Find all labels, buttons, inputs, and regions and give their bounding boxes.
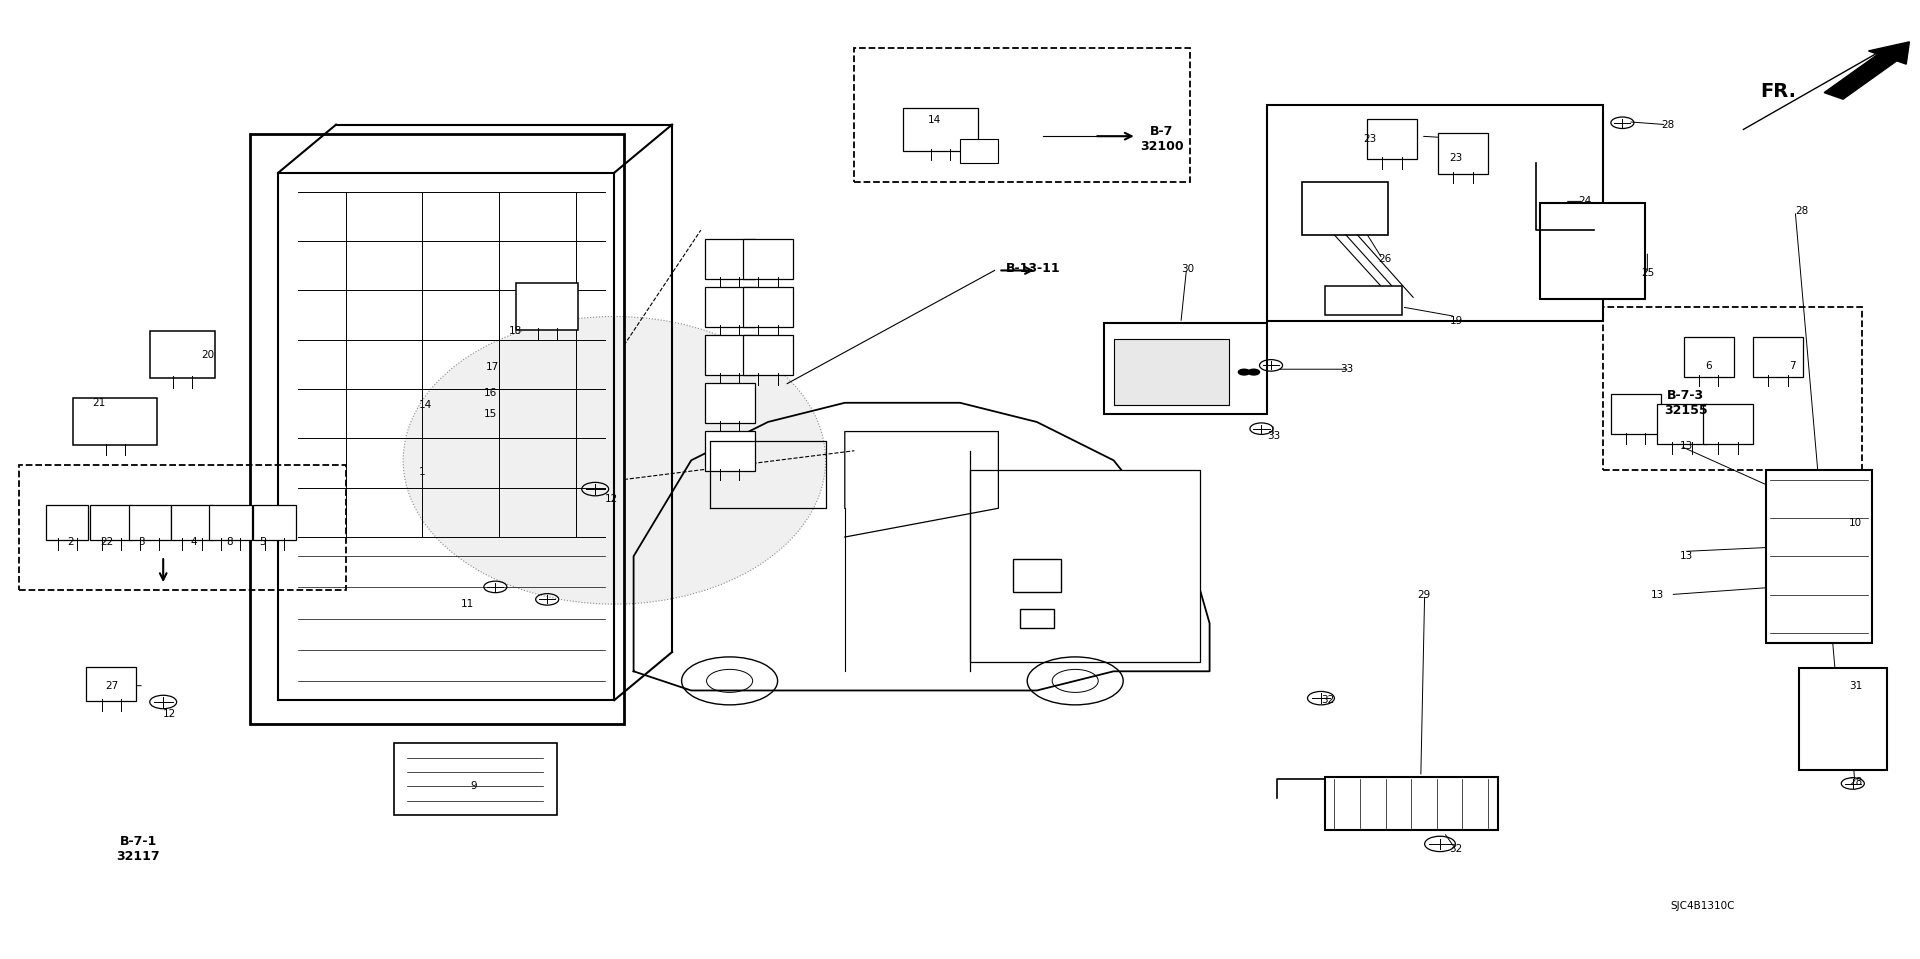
FancyBboxPatch shape — [46, 505, 88, 540]
Bar — [1325, 286, 1402, 315]
FancyBboxPatch shape — [1611, 394, 1661, 434]
Bar — [1014, 558, 1062, 592]
FancyBboxPatch shape — [902, 108, 977, 151]
Text: 31: 31 — [1849, 681, 1862, 690]
Text: 11: 11 — [461, 599, 474, 609]
Bar — [1540, 203, 1645, 299]
FancyBboxPatch shape — [129, 505, 171, 540]
Text: FR.: FR. — [1761, 82, 1797, 101]
Text: 28: 28 — [1661, 120, 1674, 129]
Text: 33: 33 — [1340, 364, 1354, 374]
Text: 23: 23 — [1450, 153, 1463, 163]
Text: 21: 21 — [92, 398, 106, 408]
Text: B-13-11: B-13-11 — [1006, 262, 1060, 275]
Bar — [1104, 323, 1267, 414]
Text: SJC4B1310C: SJC4B1310C — [1670, 901, 1736, 911]
Text: 13: 13 — [1651, 590, 1665, 599]
Text: 5: 5 — [259, 537, 265, 547]
Text: 23: 23 — [1363, 134, 1377, 144]
Text: 18: 18 — [509, 326, 522, 336]
Text: 25: 25 — [1642, 269, 1655, 278]
FancyBboxPatch shape — [743, 287, 793, 327]
Text: 7: 7 — [1789, 362, 1795, 371]
Circle shape — [1238, 369, 1250, 375]
Text: 1: 1 — [419, 467, 424, 477]
FancyBboxPatch shape — [90, 505, 132, 540]
Text: B-7-1
32117: B-7-1 32117 — [117, 834, 159, 863]
Bar — [1302, 182, 1388, 235]
Text: 14: 14 — [419, 400, 432, 409]
Bar — [1114, 339, 1229, 405]
Text: 9: 9 — [470, 782, 476, 791]
FancyBboxPatch shape — [1703, 404, 1753, 444]
Text: 12: 12 — [163, 710, 177, 719]
Bar — [1020, 609, 1054, 628]
Text: 30: 30 — [1181, 264, 1194, 273]
FancyBboxPatch shape — [394, 743, 557, 815]
FancyBboxPatch shape — [516, 283, 578, 330]
FancyBboxPatch shape — [705, 335, 755, 375]
Text: 2: 2 — [67, 537, 73, 547]
Bar — [1325, 777, 1498, 830]
Text: 26: 26 — [1379, 254, 1392, 264]
Circle shape — [1248, 369, 1260, 375]
Ellipse shape — [403, 316, 826, 604]
Text: 12: 12 — [605, 494, 618, 503]
FancyBboxPatch shape — [1438, 133, 1488, 174]
Text: 22: 22 — [100, 537, 113, 547]
Text: 6: 6 — [1705, 362, 1711, 371]
Text: 28: 28 — [1795, 206, 1809, 216]
Text: 32: 32 — [1321, 695, 1334, 705]
Text: B-7
32100: B-7 32100 — [1140, 125, 1183, 153]
Text: 33: 33 — [1267, 432, 1281, 441]
FancyBboxPatch shape — [705, 287, 755, 327]
Text: 17: 17 — [486, 363, 499, 372]
FancyBboxPatch shape — [209, 505, 252, 540]
FancyBboxPatch shape — [150, 331, 215, 378]
Bar — [970, 470, 1200, 662]
FancyArrow shape — [1824, 42, 1908, 99]
Text: 13: 13 — [1680, 551, 1693, 561]
FancyBboxPatch shape — [743, 239, 793, 279]
Text: 16: 16 — [484, 388, 497, 398]
FancyBboxPatch shape — [743, 335, 793, 375]
Text: 14: 14 — [927, 115, 941, 125]
Bar — [1766, 470, 1872, 643]
Text: 15: 15 — [484, 409, 497, 419]
Text: 32: 32 — [1450, 844, 1463, 854]
Text: 4: 4 — [190, 537, 196, 547]
Text: 10: 10 — [1849, 518, 1862, 527]
FancyBboxPatch shape — [253, 505, 296, 540]
FancyBboxPatch shape — [705, 431, 755, 471]
Bar — [960, 138, 998, 162]
Text: B-7-3
32155: B-7-3 32155 — [1665, 388, 1707, 417]
FancyBboxPatch shape — [705, 383, 755, 423]
FancyBboxPatch shape — [1799, 668, 1887, 770]
FancyBboxPatch shape — [1753, 337, 1803, 377]
Text: 28: 28 — [1849, 777, 1862, 786]
FancyBboxPatch shape — [1684, 337, 1734, 377]
Text: 24: 24 — [1578, 197, 1592, 206]
Text: 13: 13 — [1680, 441, 1693, 451]
Text: 8: 8 — [227, 537, 232, 547]
Text: 3: 3 — [138, 537, 144, 547]
FancyBboxPatch shape — [705, 239, 755, 279]
Text: 27: 27 — [106, 681, 119, 690]
Text: 19: 19 — [1450, 316, 1463, 326]
Text: 20: 20 — [202, 350, 215, 360]
Text: 29: 29 — [1417, 590, 1430, 599]
FancyBboxPatch shape — [86, 667, 136, 701]
FancyBboxPatch shape — [171, 505, 213, 540]
FancyBboxPatch shape — [1367, 119, 1417, 159]
FancyBboxPatch shape — [73, 398, 157, 445]
FancyBboxPatch shape — [1657, 404, 1707, 444]
